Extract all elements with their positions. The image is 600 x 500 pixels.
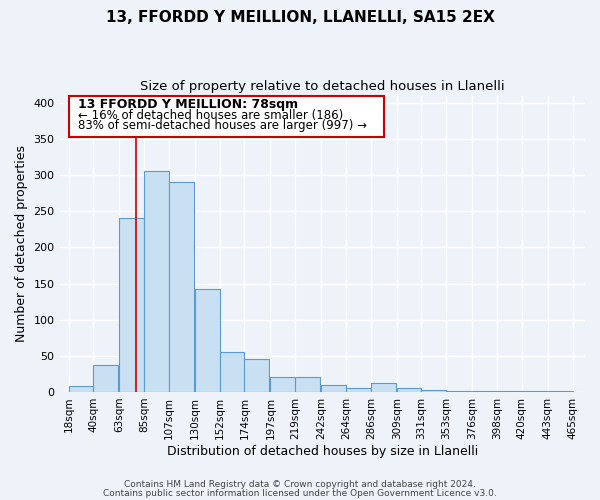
Bar — [522, 390, 547, 392]
Text: Contains public sector information licensed under the Open Government Licence v3: Contains public sector information licen… — [103, 488, 497, 498]
Bar — [472, 390, 497, 392]
Bar — [497, 390, 522, 392]
Text: 13, FFORDD Y MEILLION, LLANELLI, SA15 2EX: 13, FFORDD Y MEILLION, LLANELLI, SA15 2E… — [106, 10, 494, 25]
Y-axis label: Number of detached properties: Number of detached properties — [15, 146, 28, 342]
Text: 83% of semi-detached houses are larger (997) →: 83% of semi-detached houses are larger (… — [77, 118, 367, 132]
Text: Contains HM Land Registry data © Crown copyright and database right 2024.: Contains HM Land Registry data © Crown c… — [124, 480, 476, 489]
Bar — [169, 182, 194, 392]
Bar — [68, 386, 94, 392]
Bar — [397, 388, 421, 392]
Bar — [548, 390, 572, 392]
Bar — [371, 382, 395, 392]
Bar — [295, 378, 320, 392]
Bar — [195, 288, 220, 392]
Bar — [421, 390, 446, 392]
Text: 13 FFORDD Y MEILLION: 78sqm: 13 FFORDD Y MEILLION: 78sqm — [77, 98, 298, 112]
Bar — [68, 96, 384, 138]
Bar — [244, 360, 269, 392]
Bar — [220, 352, 244, 392]
Bar — [271, 378, 295, 392]
Text: ← 16% of detached houses are smaller (186): ← 16% of detached houses are smaller (18… — [77, 108, 343, 122]
X-axis label: Distribution of detached houses by size in Llanelli: Distribution of detached houses by size … — [167, 444, 478, 458]
Bar — [346, 388, 371, 392]
Bar — [446, 390, 471, 392]
Bar — [321, 384, 346, 392]
Title: Size of property relative to detached houses in Llanelli: Size of property relative to detached ho… — [140, 80, 505, 93]
Bar — [94, 365, 118, 392]
Bar — [144, 172, 169, 392]
Bar — [119, 218, 144, 392]
